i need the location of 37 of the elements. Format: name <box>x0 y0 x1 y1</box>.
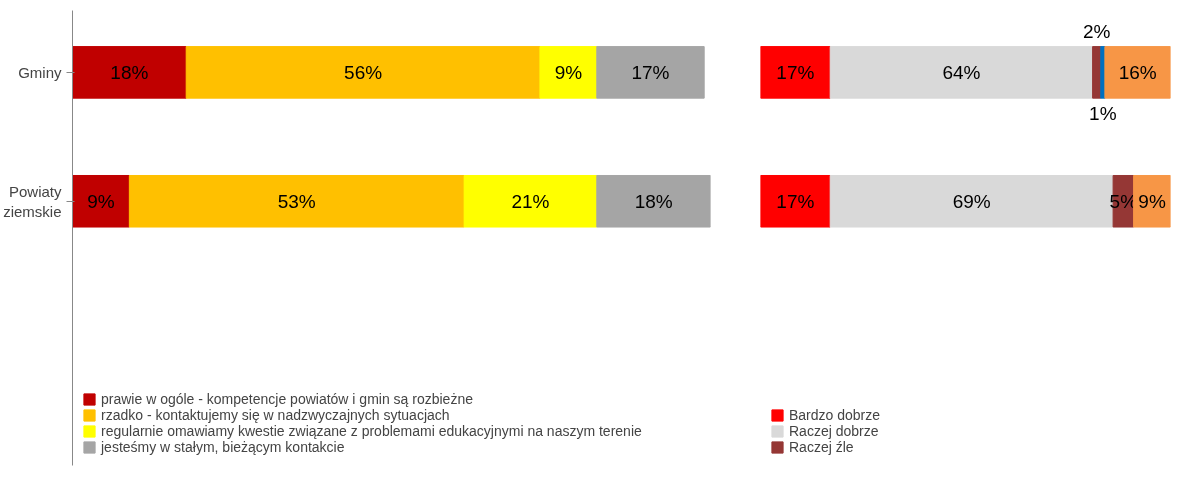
legend-label: Bardzo dobrze <box>789 407 881 423</box>
data-label: 18% <box>634 190 673 212</box>
legend-label: regularnie omawiamy kwestie związane z problemami edukacyjnymi na naszym terenie <box>101 423 642 439</box>
data-label: 53% <box>277 190 316 212</box>
bar <box>1104 46 1171 99</box>
data-label: 16% <box>1118 61 1157 83</box>
legend-label: jesteśmy w stałym, bieżącym kontakcie <box>101 439 345 455</box>
bar <box>760 46 831 99</box>
y-tick-label: Powiaty ziemskie <box>3 182 62 220</box>
data-label: 9% <box>554 61 583 83</box>
legend-label: Raczej dobrze <box>789 423 879 439</box>
data-label: 2% <box>1082 20 1111 42</box>
data-label: 17% <box>776 190 815 212</box>
bar <box>72 174 130 228</box>
data-label: 9% <box>87 190 115 212</box>
data-label: 56% <box>344 61 383 83</box>
legend-label: Raczej źle <box>789 439 854 455</box>
bar <box>760 174 831 228</box>
data-label: 17% <box>776 61 815 83</box>
data-label: 18% <box>110 61 149 83</box>
data-label: 9% <box>1138 190 1166 212</box>
bar <box>539 46 598 99</box>
bar <box>185 46 541 99</box>
data-label: 64% <box>942 61 981 83</box>
bar <box>829 46 1094 99</box>
y-tick-label: Gminy <box>18 63 62 81</box>
bar <box>72 46 187 99</box>
data-label: 1% <box>1089 103 1117 125</box>
bar <box>128 174 465 228</box>
data-label: 69% <box>952 190 991 212</box>
data-label: 21% <box>511 190 550 212</box>
bar <box>463 174 598 228</box>
legend-label: prawie w ogóle - kompetencje powiatów i gmin są rozbieżne <box>101 391 473 407</box>
legend-label: rzadko - kontaktujemy się w nadzwyczajnych sytuacjach <box>101 407 450 423</box>
data-label: 17% <box>631 61 670 83</box>
bar <box>596 174 711 228</box>
bar <box>596 46 705 99</box>
